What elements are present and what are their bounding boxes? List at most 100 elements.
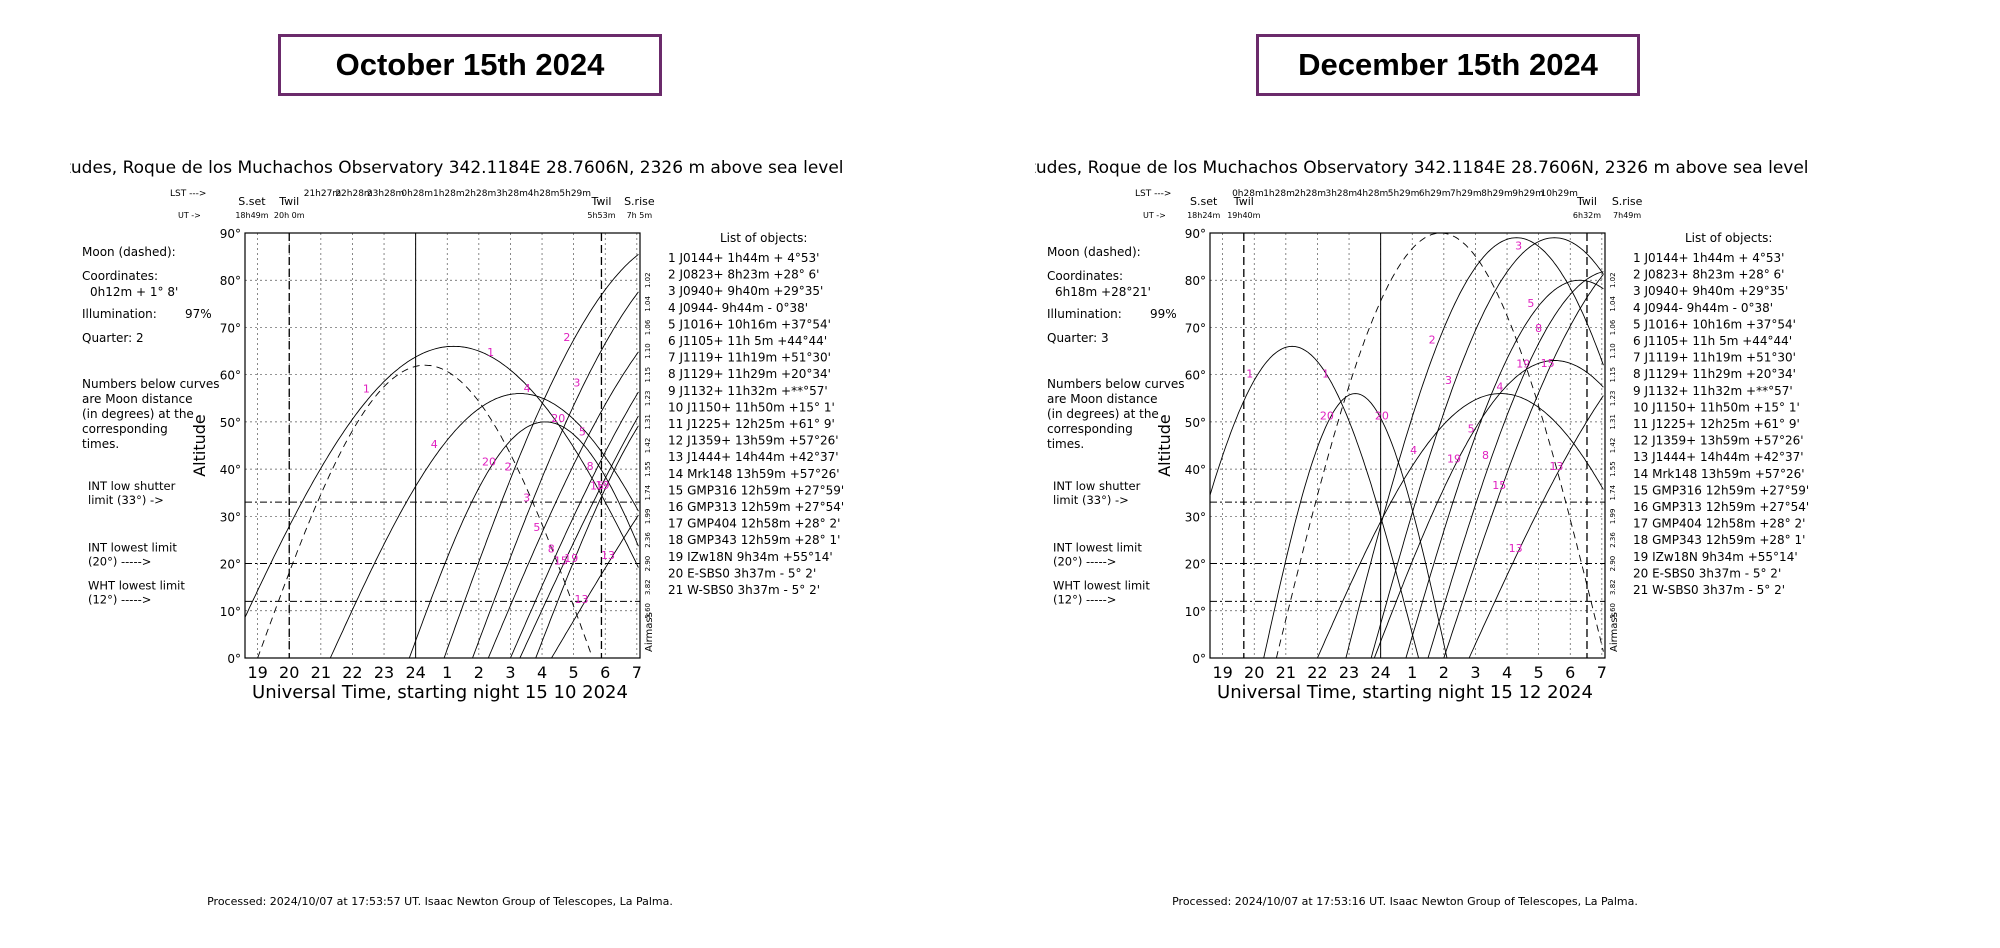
moon-coord-label: Coordinates: bbox=[82, 269, 158, 283]
lst-tick: 1h28m bbox=[433, 189, 465, 199]
track-id-label: 19 bbox=[1447, 452, 1461, 465]
ut-label: UT -> bbox=[1143, 211, 1166, 220]
object-item: 9 J1132+ 11h32m +**°57' bbox=[1633, 384, 1793, 398]
y-tick-label: 20° bbox=[1185, 558, 1206, 572]
airmass-tick: 2.36 bbox=[644, 532, 652, 548]
object-item: 10 J1150+ 11h50m +15° 1' bbox=[1633, 400, 1800, 414]
x-tick-label: 22 bbox=[1307, 663, 1327, 682]
lst-tick: 5h29m bbox=[1388, 189, 1420, 199]
lst-tick: 2h28m bbox=[465, 189, 497, 199]
moon-header: Moon (dashed): bbox=[1047, 245, 1141, 259]
track-id-label: 19 bbox=[596, 479, 610, 492]
event-time: 20h 0m bbox=[274, 211, 305, 220]
lst-tick: 0h28m bbox=[1232, 189, 1264, 199]
airmass-tick: 1.55 bbox=[644, 461, 652, 477]
airmass-tick: 1.06 bbox=[1609, 319, 1617, 335]
airmass-label: Airmass bbox=[644, 612, 655, 652]
track-13 bbox=[1468, 395, 1604, 658]
note-line: corresponding bbox=[82, 422, 168, 436]
lst-tick: 2h28m bbox=[1294, 189, 1326, 199]
y-tick-label: 50° bbox=[220, 416, 241, 430]
event-time: 18h24m bbox=[1187, 211, 1220, 220]
y-tick-label: 60° bbox=[1185, 369, 1206, 383]
airmass-tick: 1.04 bbox=[1609, 295, 1617, 311]
event-time: 18h49m bbox=[235, 211, 268, 220]
object-item: 14 Mrk148 13h59m +57°26' bbox=[668, 467, 840, 481]
lst-tick: 8h29m bbox=[1481, 189, 1513, 199]
y-axis-label: Altitude bbox=[1155, 414, 1174, 477]
track-id-label: 15 bbox=[590, 480, 604, 493]
moon-curve bbox=[257, 364, 592, 659]
chart-title: Altitudes, Roque de los Muchachos Observ… bbox=[1035, 158, 1809, 178]
airmass-tick: 1.99 bbox=[644, 509, 652, 525]
limit-label: INT low shutter bbox=[88, 479, 176, 493]
airmass-tick: 1.06 bbox=[644, 319, 652, 335]
object-item: 11 J1225+ 12h25m +61° 9' bbox=[1633, 417, 1800, 431]
track-id-label: 4 bbox=[1496, 381, 1503, 394]
x-tick-label: 24 bbox=[1370, 663, 1390, 682]
airmass-tick: 1.10 bbox=[644, 343, 652, 359]
moon-illum: 97% bbox=[185, 307, 212, 321]
lst-tick: 21h27m bbox=[304, 189, 341, 199]
y-tick-label: 90° bbox=[1185, 227, 1206, 241]
track-id-label: 20 bbox=[1320, 409, 1334, 422]
moon-curve bbox=[1275, 232, 1604, 659]
track-15 bbox=[519, 415, 639, 658]
x-tick-label: 22 bbox=[342, 663, 362, 682]
x-tick-label: 23 bbox=[1339, 663, 1359, 682]
object-item: 12 J1359+ 13h59m +57°26' bbox=[1633, 434, 1804, 448]
limit-label: (12°) -----> bbox=[1053, 592, 1116, 606]
object-item: 15 GMP316 12h59m +27°59' bbox=[668, 483, 844, 497]
moon-quarter: Quarter: 2 bbox=[82, 331, 144, 345]
track-5 bbox=[1405, 279, 1604, 658]
track-5 bbox=[487, 351, 639, 658]
object-item: 20 E-SBS0 3h37m - 5° 2' bbox=[1633, 566, 1781, 580]
event-time: 7h 5m bbox=[627, 211, 653, 220]
y-tick-label: 90° bbox=[220, 227, 241, 241]
airmass-tick: 3.82 bbox=[1609, 579, 1617, 595]
event-name: S.set bbox=[238, 195, 266, 208]
track-3 bbox=[1370, 237, 1604, 658]
x-tick-label: 4 bbox=[1502, 663, 1512, 682]
y-axis-label: Altitude bbox=[190, 414, 209, 477]
event-name: Twil bbox=[590, 195, 611, 208]
moon-illum: 99% bbox=[1150, 307, 1177, 321]
event-time: 5h53m bbox=[587, 211, 615, 220]
limit-label: limit (33°) -> bbox=[88, 493, 164, 507]
lst-tick: 4h28m bbox=[528, 189, 560, 199]
limit-label: INT lowest limit bbox=[1053, 541, 1142, 555]
airmass-tick: 1.23 bbox=[1609, 390, 1617, 406]
object-item: 5 J1016+ 10h16m +37°54' bbox=[1633, 317, 1796, 331]
track-id-label: 20 bbox=[1375, 409, 1389, 422]
note-line: (in degrees) at the bbox=[82, 407, 194, 421]
moon-coord-label: Coordinates: bbox=[1047, 269, 1123, 283]
track-id-label: 2 bbox=[563, 331, 570, 344]
processed-note: Processed: 2024/10/07 at 17:53:16 UT. Is… bbox=[1172, 895, 1638, 908]
airmass-tick: 5.60 bbox=[644, 603, 652, 619]
object-item: 3 J0940+ 9h40m +29°35' bbox=[1633, 284, 1788, 298]
objects-title: List of objects: bbox=[720, 231, 807, 245]
airmass-tick: 1.15 bbox=[644, 367, 652, 383]
event-time: 7h49m bbox=[1613, 211, 1641, 220]
object-item: 1 J0144+ 1h44m + 4°53' bbox=[668, 251, 819, 265]
object-item: 16 GMP313 12h59m +27°54' bbox=[1633, 500, 1809, 514]
object-item: 16 GMP313 12h59m +27°54' bbox=[668, 500, 844, 514]
lst-tick: 23h28m bbox=[367, 189, 404, 199]
track-id-label: 3 bbox=[523, 492, 530, 505]
header-october: October 15th 2024 bbox=[278, 34, 662, 96]
airmass-tick: 2.90 bbox=[644, 556, 652, 572]
airmass-tick: 1.02 bbox=[1609, 272, 1617, 288]
track-id-label: 8 bbox=[548, 542, 555, 555]
event-name: S.set bbox=[1190, 195, 1218, 208]
track-id-label: 19 bbox=[564, 552, 578, 565]
x-tick-label: 3 bbox=[505, 663, 515, 682]
lst-tick: 0h28m bbox=[401, 189, 433, 199]
track-20 bbox=[408, 421, 639, 658]
ut-label: UT -> bbox=[178, 211, 201, 220]
note-line: Numbers below curves bbox=[82, 377, 219, 391]
y-tick-label: 60° bbox=[220, 369, 241, 383]
x-tick-label: 19 bbox=[247, 663, 267, 682]
lst-label: LST ---> bbox=[170, 189, 206, 199]
processed-note: Processed: 2024/10/07 at 17:53:57 UT. Is… bbox=[207, 895, 673, 908]
